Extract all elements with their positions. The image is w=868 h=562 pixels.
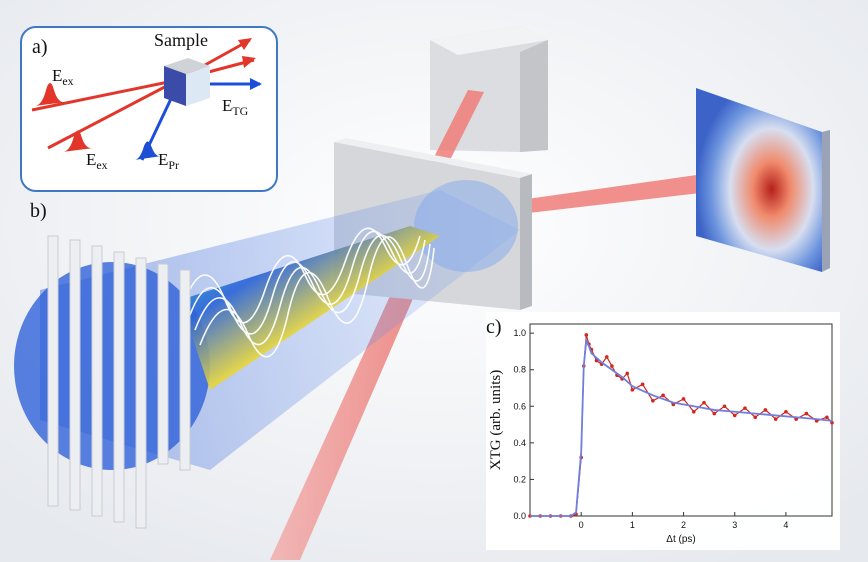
sample-crystal: [164, 58, 210, 106]
panel-a-label: a): [32, 36, 48, 58]
data-point: [681, 397, 686, 401]
y-tick-label: 0.8: [513, 365, 526, 375]
sample-label: Sample: [154, 30, 208, 50]
x-tick-label: 0: [579, 520, 584, 530]
data-point: [825, 415, 829, 420]
e-ex-1-main: E: [52, 66, 63, 85]
panel-a-inset: a) Sample Eex Eex EPr ETG: [20, 26, 278, 192]
data-point: [625, 371, 630, 376]
x-axis-label: Δt (ps): [666, 534, 695, 545]
grating-slats: [47, 235, 191, 529]
e-ex-1-sub: ex: [62, 74, 74, 89]
data-point: [784, 409, 788, 414]
e-pr-label: EPr: [158, 150, 179, 173]
data-point: [584, 333, 589, 337]
y-tick-label: 0.2: [513, 474, 526, 484]
x-tick-label: 3: [732, 520, 737, 530]
y-tick-label: 0.6: [513, 401, 526, 411]
e-ex-label-1: Eex: [52, 66, 74, 89]
pulse-shape-3-icon: [134, 141, 162, 160]
spectral-sheet: [180, 226, 440, 390]
pulse-shape-1-icon: [34, 83, 66, 106]
e-ex-label-2: Eex: [86, 150, 108, 173]
signal-arrowhead-icon: [250, 78, 262, 90]
xtg-chart: XTG (arb. units) Δt (ps) 0.0 0.2 0.4 0.6 0.8…: [488, 323, 834, 545]
plot-frame: [529, 323, 833, 517]
data-point: [753, 415, 758, 420]
blue-disc-far: [414, 180, 518, 272]
data-point: [712, 411, 717, 416]
e-tg-main: E: [222, 96, 233, 115]
data-point: [604, 355, 609, 359]
e-pr-main: E: [158, 150, 169, 169]
red-beam-to-cube: [430, 90, 484, 168]
data-point: [640, 382, 645, 387]
y-tick-label: 0.4: [513, 438, 526, 448]
data-point: [743, 406, 747, 410]
e-tg-sub: TG: [232, 104, 249, 119]
data-point: [661, 393, 665, 398]
e-ex-2-main: E: [86, 150, 97, 169]
data-point: [732, 413, 737, 418]
e-ex-2-sub: ex: [96, 158, 108, 173]
pump-beam-2: [47, 78, 179, 150]
data-point: [804, 411, 809, 416]
data-point: [630, 388, 635, 392]
y-axis-label: XTG (arb. units): [488, 370, 504, 470]
spectral-lines: [184, 227, 435, 358]
data-point: [830, 420, 834, 425]
data-point: [691, 409, 696, 414]
fit-line: [530, 337, 833, 517]
panel-c-chart: c) XTG (arb. units) Δt (ps) 0.0 0.2 0.4 0.6…: [486, 312, 840, 550]
e-tg-label: ETG: [222, 96, 248, 119]
x-tick-label: 1: [630, 520, 635, 530]
panel-c-label: c): [486, 316, 502, 338]
red-arrowhead-2-icon: [242, 56, 256, 68]
pulse-shape-2-icon: [62, 130, 94, 152]
data-point: [702, 400, 706, 405]
y-tick-label: 0.0: [513, 511, 526, 521]
y-tick-label: 1.0: [513, 328, 526, 338]
data-point: [722, 404, 727, 409]
e-pr-sub: Pr: [168, 158, 179, 173]
detector-screen: [696, 88, 830, 272]
data-point: [773, 417, 778, 421]
data-line: [530, 334, 833, 517]
data-point: [651, 399, 655, 403]
x-tick-label: 2: [681, 520, 686, 530]
pump-beam-1: [31, 78, 179, 112]
panel-a-drawing: [31, 38, 262, 161]
data-point: [610, 364, 614, 368]
data-point: [763, 408, 768, 412]
x-tick-label: 4: [783, 520, 788, 530]
red-arrowhead-1-icon: [238, 38, 252, 50]
panel-b-label: b): [30, 200, 47, 222]
